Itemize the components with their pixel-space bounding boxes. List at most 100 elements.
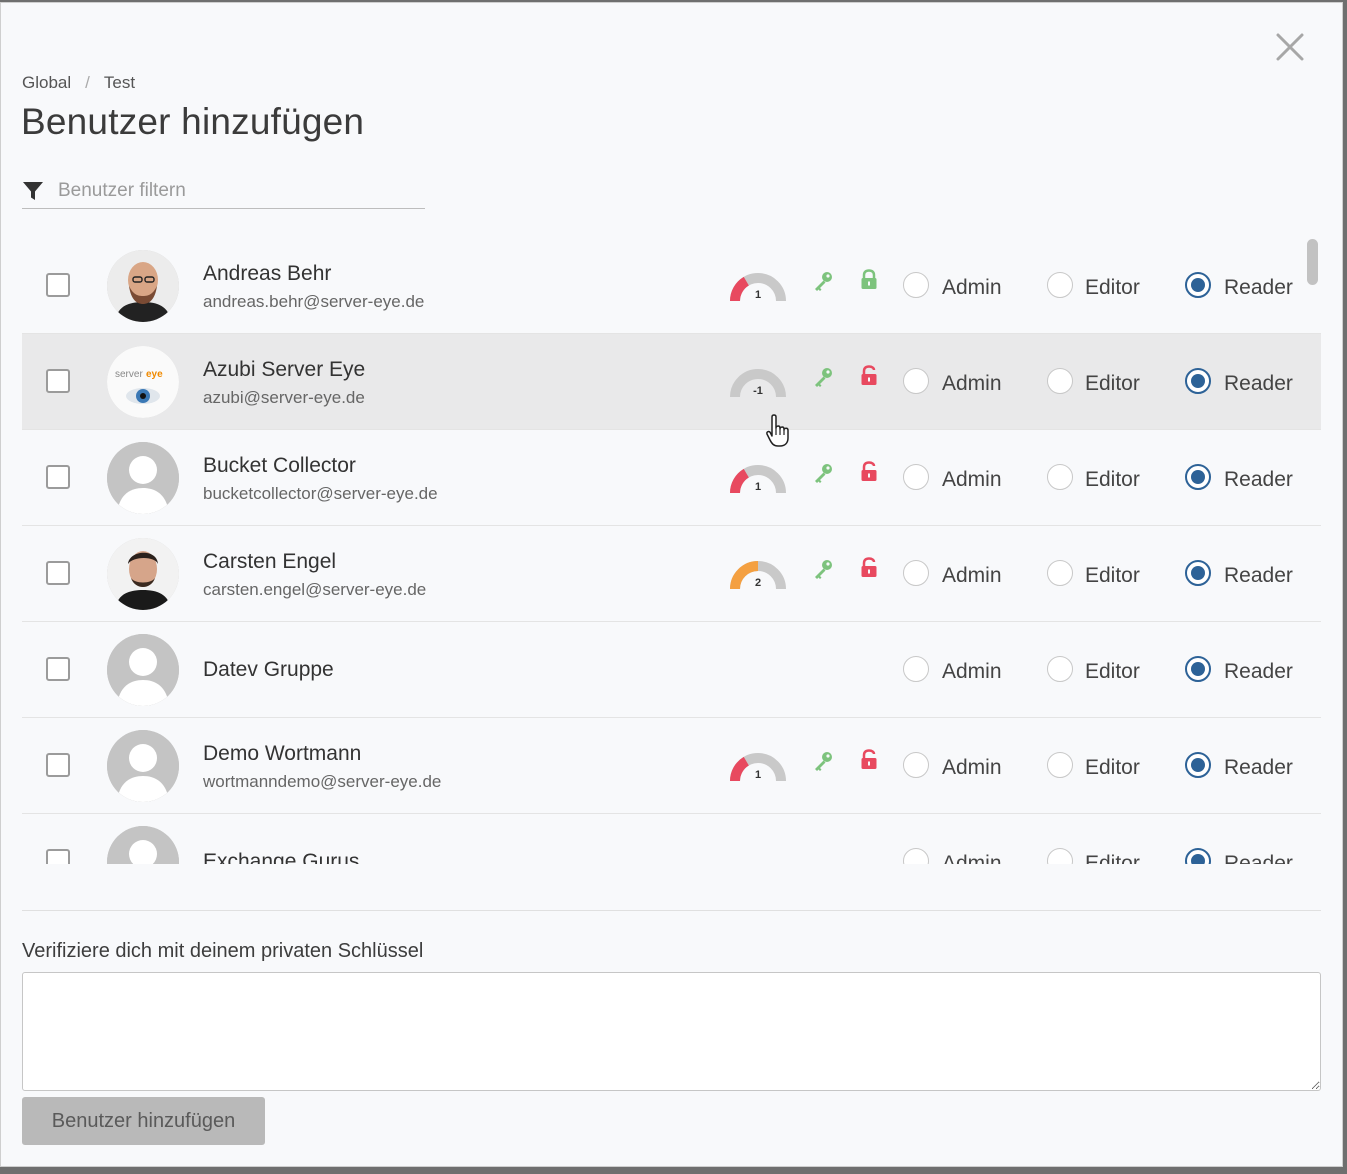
lock-closed-icon bbox=[859, 269, 879, 296]
key-icon bbox=[812, 366, 834, 393]
role-radio-admin[interactable] bbox=[903, 560, 929, 586]
svg-text:1: 1 bbox=[755, 769, 761, 781]
role-label-reader[interactable]: Reader bbox=[1224, 468, 1293, 491]
role-radio-reader[interactable] bbox=[1185, 464, 1211, 490]
lock-open-icon bbox=[859, 365, 879, 392]
role-radio-admin[interactable] bbox=[903, 368, 929, 394]
key-icon bbox=[812, 270, 834, 297]
security-level-gauge: 1 bbox=[727, 462, 789, 496]
avatar bbox=[107, 730, 179, 802]
user-email: andreas.behr@server-eye.de bbox=[203, 292, 425, 311]
breadcrumb-item-global[interactable]: Global bbox=[22, 73, 72, 92]
role-radio-editor[interactable] bbox=[1047, 560, 1073, 586]
role-label-admin[interactable]: Admin bbox=[942, 372, 1002, 395]
user-list: Andreas Behr andreas.behr@server-eye.de 1 A… bbox=[22, 238, 1321, 864]
user-name: Azubi Server Eye bbox=[203, 358, 366, 381]
scrollbar-thumb[interactable] bbox=[1307, 239, 1318, 285]
role-label-editor[interactable]: Editor bbox=[1085, 564, 1140, 587]
role-radio-reader[interactable] bbox=[1185, 560, 1211, 586]
role-radio-reader[interactable] bbox=[1185, 272, 1211, 298]
select-user-checkbox[interactable] bbox=[46, 849, 70, 864]
section-divider bbox=[22, 910, 1321, 911]
private-key-label: Verifiziere dich mit deinem privaten Sch… bbox=[22, 940, 424, 962]
user-row[interactable]: server eye Azubi Server Eye azubi@server-ey… bbox=[22, 334, 1321, 430]
role-label-admin[interactable]: Admin bbox=[942, 564, 1002, 587]
select-user-checkbox[interactable] bbox=[46, 657, 70, 681]
role-label-editor[interactable]: Editor bbox=[1085, 276, 1140, 299]
user-email: bucketcollector@server-eye.de bbox=[203, 484, 438, 503]
role-radio-editor[interactable] bbox=[1047, 752, 1073, 778]
role-label-admin[interactable]: Admin bbox=[942, 468, 1002, 491]
role-radio-reader[interactable] bbox=[1185, 656, 1211, 682]
security-level-gauge: 1 bbox=[727, 270, 789, 304]
role-label-reader[interactable]: Reader bbox=[1224, 564, 1293, 587]
role-label-reader[interactable]: Reader bbox=[1224, 372, 1293, 395]
security-level-gauge: 2 bbox=[727, 558, 789, 592]
role-radio-admin[interactable] bbox=[903, 752, 929, 778]
lock-open-icon bbox=[859, 557, 879, 584]
role-radio-reader[interactable] bbox=[1185, 848, 1211, 864]
role-label-admin[interactable]: Admin bbox=[942, 276, 1002, 299]
role-label-editor[interactable]: Editor bbox=[1085, 372, 1140, 395]
page-title: Benutzer hinzufügen bbox=[21, 101, 365, 142]
svg-text:-1: -1 bbox=[753, 385, 763, 397]
role-label-reader[interactable]: Reader bbox=[1224, 756, 1293, 779]
key-icon bbox=[812, 558, 834, 585]
role-radio-editor[interactable] bbox=[1047, 368, 1073, 394]
role-label-editor[interactable]: Editor bbox=[1085, 852, 1140, 864]
role-label-editor[interactable]: Editor bbox=[1085, 660, 1140, 683]
filter-icon bbox=[23, 181, 43, 200]
role-radio-editor[interactable] bbox=[1047, 656, 1073, 682]
role-radio-admin[interactable] bbox=[903, 848, 929, 864]
role-radio-editor[interactable] bbox=[1047, 272, 1073, 298]
user-row[interactable]: Andreas Behr andreas.behr@server-eye.de 1 A… bbox=[22, 238, 1321, 334]
user-row[interactable]: Carsten Engel carsten.engel@server-eye.de… bbox=[22, 526, 1321, 622]
avatar bbox=[107, 634, 179, 706]
role-label-reader[interactable]: Reader bbox=[1224, 276, 1293, 299]
user-row[interactable]: Bucket Collector bucketcollector@server-e… bbox=[22, 430, 1321, 526]
role-label-reader[interactable]: Reader bbox=[1224, 660, 1293, 683]
role-label-admin[interactable]: Admin bbox=[942, 660, 1002, 683]
role-label-editor[interactable]: Editor bbox=[1085, 756, 1140, 779]
user-name: Bucket Collector bbox=[203, 454, 356, 477]
select-user-checkbox[interactable] bbox=[46, 561, 70, 585]
svg-text:eye: eye bbox=[146, 369, 163, 380]
close-icon[interactable] bbox=[1274, 31, 1306, 63]
user-email: wortmanndemo@server-eye.de bbox=[203, 772, 442, 791]
lock-open-icon bbox=[859, 749, 879, 776]
role-label-editor[interactable]: Editor bbox=[1085, 468, 1140, 491]
svg-text:1: 1 bbox=[755, 289, 761, 301]
breadcrumb: Global / Test bbox=[22, 73, 135, 93]
role-radio-admin[interactable] bbox=[903, 272, 929, 298]
user-name: Andreas Behr bbox=[203, 262, 332, 285]
role-radio-editor[interactable] bbox=[1047, 848, 1073, 864]
role-label-reader[interactable]: Reader bbox=[1224, 852, 1293, 864]
private-key-textarea[interactable] bbox=[22, 972, 1321, 1091]
user-row[interactable]: Demo Wortmann wortmanndemo@server-eye.de 1… bbox=[22, 718, 1321, 814]
add-user-button[interactable]: Benutzer hinzufügen bbox=[22, 1097, 265, 1145]
role-radio-reader[interactable] bbox=[1185, 368, 1211, 394]
security-level-gauge: -1 bbox=[727, 366, 789, 400]
select-user-checkbox[interactable] bbox=[46, 273, 70, 297]
user-row[interactable]: Datev Gruppe Admin Editor Reader bbox=[22, 622, 1321, 718]
user-name: Demo Wortmann bbox=[203, 742, 362, 765]
select-user-checkbox[interactable] bbox=[46, 465, 70, 489]
role-radio-reader[interactable] bbox=[1185, 752, 1211, 778]
user-email: azubi@server-eye.de bbox=[203, 388, 365, 407]
select-user-checkbox[interactable] bbox=[46, 753, 70, 777]
avatar bbox=[107, 442, 179, 514]
select-user-checkbox[interactable] bbox=[46, 369, 70, 393]
role-label-admin[interactable]: Admin bbox=[942, 756, 1002, 779]
role-radio-admin[interactable] bbox=[903, 464, 929, 490]
avatar bbox=[107, 538, 179, 610]
role-label-admin[interactable]: Admin bbox=[942, 852, 1002, 864]
filter-input[interactable] bbox=[58, 179, 398, 202]
user-name: Datev Gruppe bbox=[203, 658, 334, 681]
user-email: carsten.engel@server-eye.de bbox=[203, 580, 427, 599]
user-row[interactable]: Exchange Gurus Admin Editor Reader bbox=[22, 814, 1321, 864]
user-name: Exchange Gurus bbox=[203, 850, 360, 864]
role-radio-admin[interactable] bbox=[903, 656, 929, 682]
breadcrumb-item-current[interactable]: Test bbox=[103, 73, 136, 92]
user-filter bbox=[22, 173, 425, 209]
role-radio-editor[interactable] bbox=[1047, 464, 1073, 490]
